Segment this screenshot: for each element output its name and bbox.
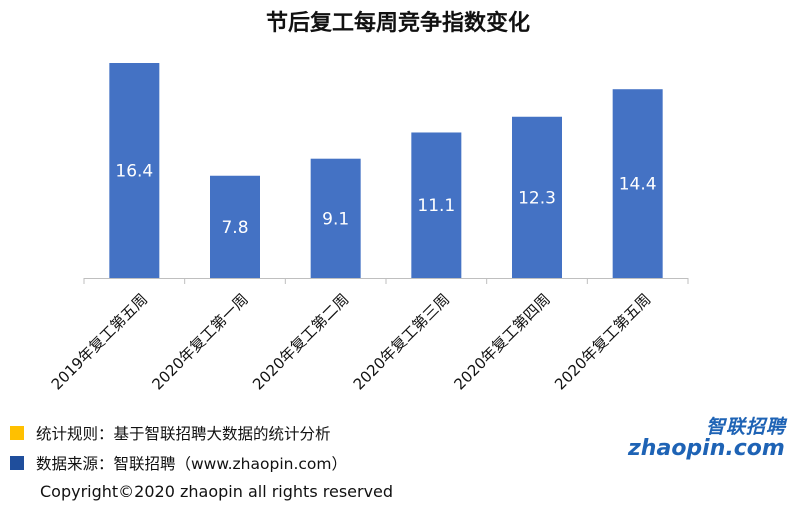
data-label-group: 16.4 7.8 9.1 11.1 12.3 14.4 [115, 162, 656, 238]
x-tick-label-6: 2020年复工第五周 [551, 290, 654, 393]
data-label-6: 14.4 [619, 175, 657, 195]
x-tick-label-2: 2020年复工第一周 [148, 290, 251, 393]
bar-2 [210, 175, 260, 278]
statistics-rule-text: 统计规则：基于智联招聘大数据的统计分析 [36, 425, 331, 443]
x-tick-label-3: 2020年复工第二周 [249, 290, 352, 393]
chart-title: 节后复工每周竞争指数变化 [266, 10, 530, 36]
bar-5 [512, 116, 562, 278]
x-tick-group: 2019年复工第五周2020年复工第一周2020年复工第二周2020年复工第三周… [48, 278, 689, 393]
x-tick-label-4: 2020年复工第三周 [350, 290, 453, 393]
bars-group [109, 63, 663, 278]
bar-1 [109, 63, 160, 278]
zhaopin-logo: 智联招聘 zhaopin.com [628, 412, 794, 468]
legend-statistics-rule: 统计规则：基于智联招聘大数据的统计分析 [10, 420, 570, 446]
x-tick-label-1: 2019年复工第五周 [48, 290, 151, 393]
bar-4 [411, 132, 462, 278]
data-label-1: 16.4 [115, 162, 153, 182]
data-label-4: 11.1 [417, 196, 455, 216]
data-source-swatch [10, 456, 24, 470]
bar-6 [612, 89, 663, 278]
logo-chinese-text: 智联招聘 [705, 416, 786, 438]
statistics-rule-swatch [10, 426, 24, 440]
legend-data-source: 数据来源：智联招聘（www.zhaopin.com） [10, 450, 570, 476]
bar-3 [310, 158, 361, 278]
data-label-2: 7.8 [221, 218, 248, 238]
data-label-3: 9.1 [322, 209, 349, 229]
logo-english-text: zhaopin.com [628, 436, 785, 461]
x-tick-label-5: 2020年复工第四周 [450, 290, 553, 393]
data-source-text: 数据来源：智联招聘（www.zhaopin.com） [36, 455, 347, 473]
data-label-5: 12.3 [518, 188, 556, 208]
copyright-text: Copyright©2020 zhaopin all rights reserv… [40, 482, 394, 501]
